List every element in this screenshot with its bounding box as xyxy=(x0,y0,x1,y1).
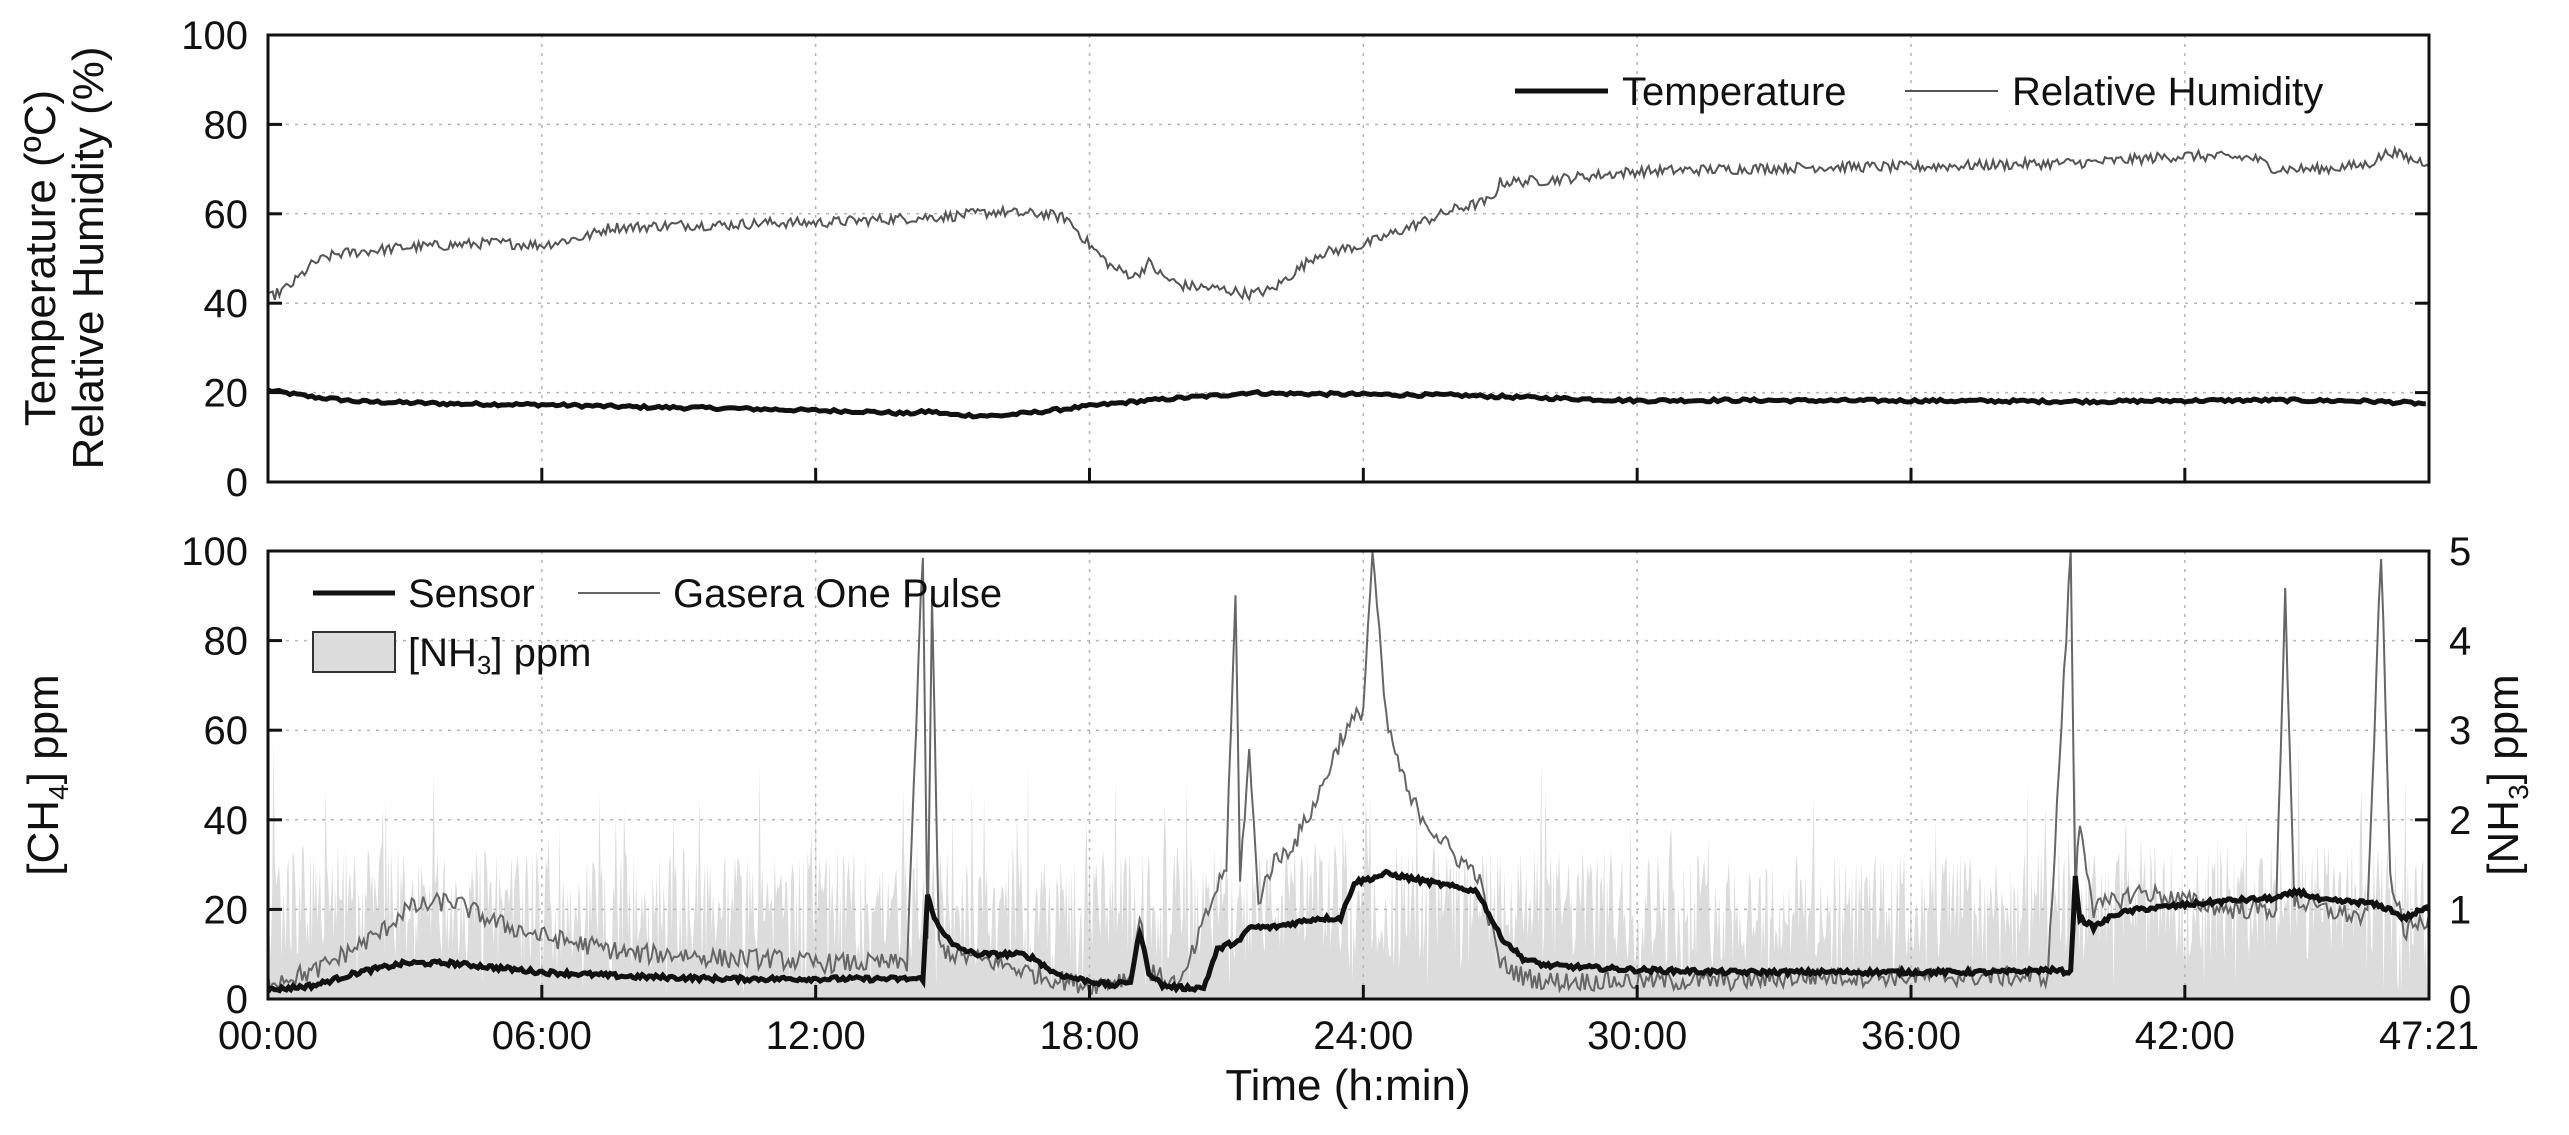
bottom-gridlines xyxy=(268,551,2429,999)
bottom-right-y-tick-label: 2 xyxy=(2449,799,2471,843)
nh3-area xyxy=(268,739,2429,999)
x-tick-label: 06:00 xyxy=(492,1014,592,1058)
bottom-left-y-axis: 0 20 40 60 80 100 xyxy=(181,530,282,1022)
legend-nh3-label: [NH3] ppm xyxy=(408,631,591,680)
bottom-left-y-tick-label: 20 xyxy=(204,888,249,932)
bottom-left-y-tick-label: 80 xyxy=(204,620,249,664)
ylabel-right-main: [NH xyxy=(2479,800,2528,876)
legend-nh3-swatch xyxy=(312,631,396,673)
bottom-left-y-tick-label: 60 xyxy=(204,709,249,753)
sensor-line xyxy=(268,868,2429,994)
bottom-right-y-tick-label: 3 xyxy=(2449,709,2471,753)
legend-temperature-label: Temperature xyxy=(1622,70,1847,114)
legend-humidity-label: Relative Humidity xyxy=(2012,70,2323,114)
x-tick-label: 24:00 xyxy=(1313,1014,1413,1058)
legend-nh3-main: [NH xyxy=(408,631,477,675)
gasera-one-pulse-line xyxy=(268,551,2429,996)
bottom-left-y-tick-label: 40 xyxy=(204,799,249,843)
bottom-legend: Sensor Gasera One Pulse [NH3] ppm xyxy=(312,572,1002,680)
top-y-tick-label: 80 xyxy=(204,103,249,147)
top-ylabel-line1: Temperature (ºC) xyxy=(16,90,65,426)
temperature-line xyxy=(268,387,2426,420)
bottom-right-y-tick-label: 0 xyxy=(2449,978,2471,1022)
top-plot-frame xyxy=(266,33,2431,484)
top-x-ticks xyxy=(266,468,2431,482)
bottom-right-y-axis: 0 1 2 3 4 5 xyxy=(2415,530,2471,1022)
ylabel-left-sub: 4 xyxy=(43,784,74,800)
x-tick-label: 42:00 xyxy=(2135,1014,2235,1058)
x-tick-label: 47:21 xyxy=(2379,1014,2479,1058)
legend-nh3-sub: 3 xyxy=(477,650,491,680)
bottom-chart-panel: 0 20 40 60 80 100 0 1 2 3 4 5 00:00 06:00 12:00 18:00… xyxy=(19,530,2534,1110)
top-y-tick-label: 60 xyxy=(204,193,249,237)
top-chart-panel: 0 20 40 60 80 100 Temperature (ºC) Relative H… xyxy=(16,14,2431,505)
bottom-plot-frame xyxy=(266,549,2431,1001)
top-y-tick-label: 0 xyxy=(226,461,248,505)
bottom-ylabel-right: [NH3] ppm xyxy=(2479,674,2534,875)
x-tick-label: 00:00 xyxy=(218,1014,318,1058)
x-tick-label: 18:00 xyxy=(1039,1014,1139,1058)
legend-nh3-tail: ] ppm xyxy=(491,631,591,675)
legend-sensor-label: Sensor xyxy=(408,572,535,616)
bottom-x-axis: 00:00 06:00 12:00 18:00 24:00 30:00 36:00 42:00… xyxy=(218,985,2479,1058)
top-y-tick-label: 20 xyxy=(204,372,249,416)
top-gridlines xyxy=(268,35,2429,482)
bottom-right-y-tick-label: 1 xyxy=(2449,888,2471,932)
bottom-left-y-tick-label: 0 xyxy=(226,978,248,1022)
bottom-ylabel-left: [CH4] ppm xyxy=(19,674,74,875)
ylabel-left-tail: ] ppm xyxy=(19,674,68,784)
top-ylabel-line2: Relative Humidity (%) xyxy=(64,47,113,470)
bottom-right-y-tick-label: 5 xyxy=(2449,530,2471,574)
top-y-axis: 0 20 40 60 80 100 xyxy=(181,14,2429,505)
ylabel-left-main: [CH xyxy=(19,800,68,876)
x-tick-label: 12:00 xyxy=(766,1014,866,1058)
x-axis-title: Time (h:min) xyxy=(1225,1061,1470,1110)
ylabel-right-sub: 3 xyxy=(2503,784,2534,800)
bottom-left-y-tick-label: 100 xyxy=(181,530,248,574)
bottom-right-y-tick-label: 4 xyxy=(2449,620,2471,664)
top-legend: Temperature Relative Humidity xyxy=(1515,70,2323,114)
relative-humidity-line xyxy=(268,144,2429,302)
ylabel-right-tail: ] ppm xyxy=(2479,674,2528,784)
top-y-tick-label: 40 xyxy=(204,282,249,326)
x-tick-label: 36:00 xyxy=(1861,1014,1961,1058)
top-y-tick-label: 100 xyxy=(181,14,248,58)
legend-gasera-label: Gasera One Pulse xyxy=(673,572,1002,616)
x-tick-label: 30:00 xyxy=(1587,1014,1687,1058)
